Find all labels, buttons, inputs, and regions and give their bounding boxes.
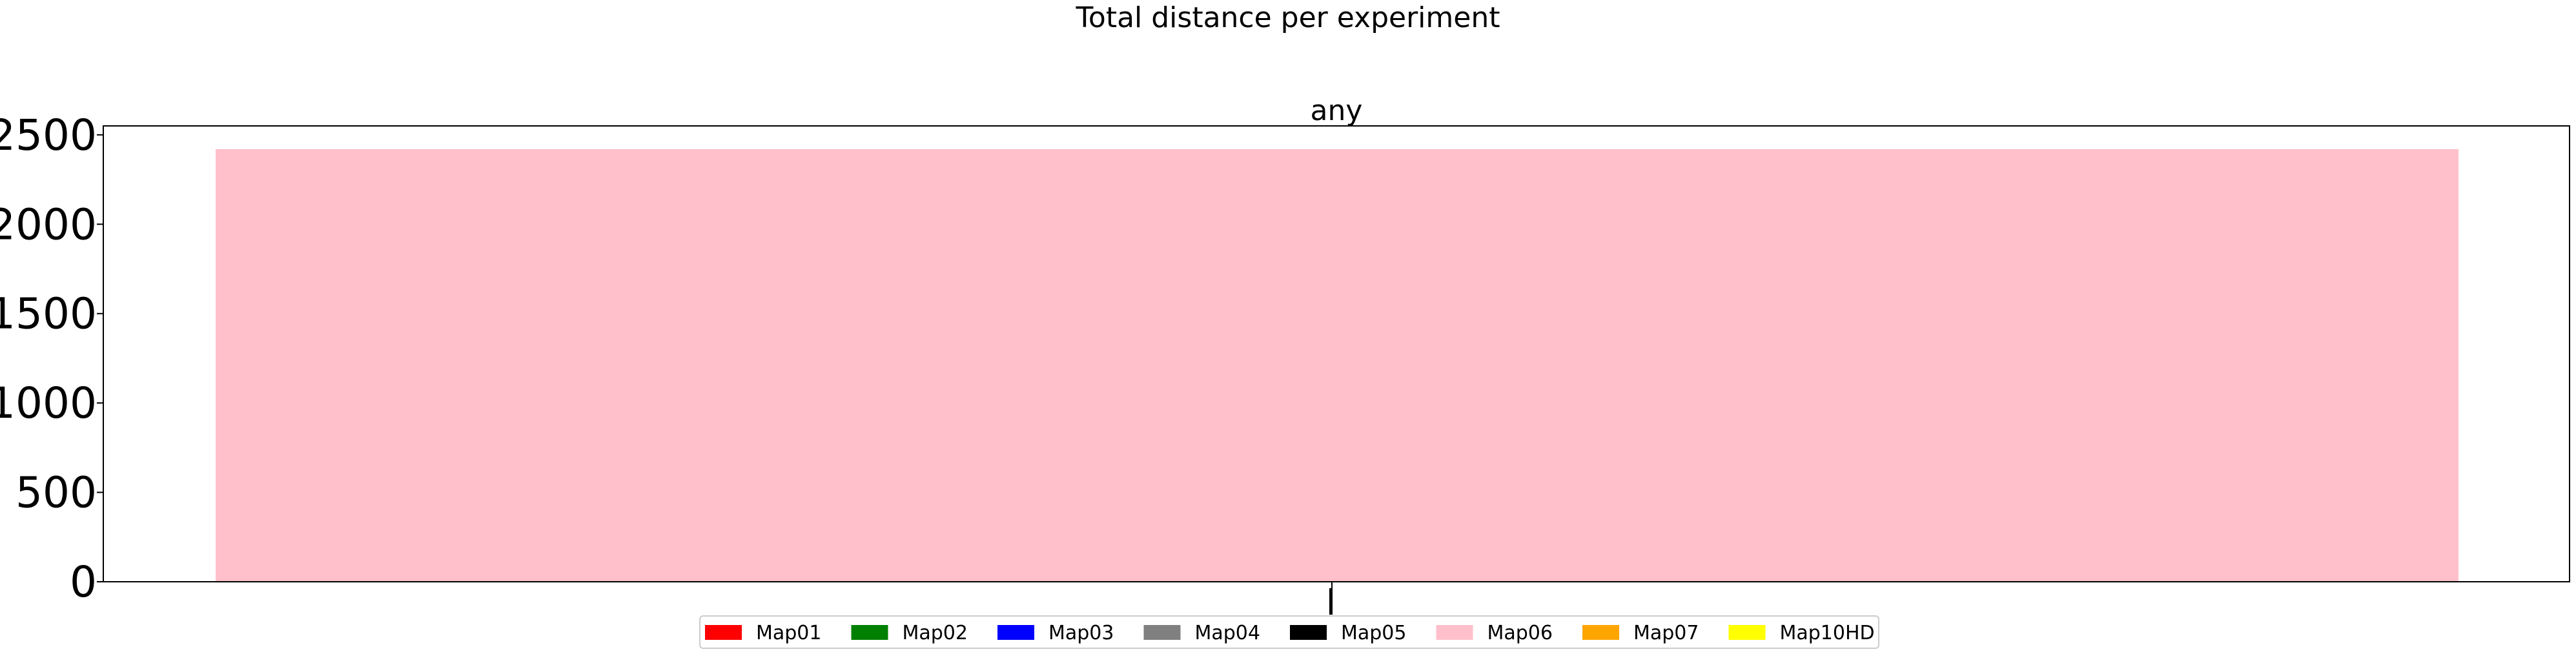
y-axis: 0 500 1000 1500 2000 2500 (0, 110, 103, 607)
plot-area-frame (103, 125, 2570, 582)
legend-swatch-map05 (1290, 625, 1327, 640)
y-tick-label: 2000 (0, 200, 97, 249)
subplot-title: any (1311, 94, 1363, 127)
y-tick-label: 1500 (0, 289, 97, 339)
x-tick-label-glyph (1329, 588, 1333, 615)
legend-label-map03: Map03 (1048, 622, 1114, 644)
legend-label-map06: Map06 (1487, 622, 1553, 644)
legend-swatch-map04 (1143, 625, 1181, 640)
legend: Map01 Map02 Map03 Map04 Map05 Map06 Map07 Map10… (699, 615, 1879, 649)
legend-swatch-map03 (997, 625, 1034, 640)
bar-map06 (216, 149, 2458, 582)
legend-label-map10hd: Map10HD (1780, 622, 1875, 644)
legend-swatch-map02 (851, 625, 888, 640)
legend-swatch-map10hd (1728, 625, 1766, 640)
legend-label-map05: Map05 (1341, 622, 1406, 644)
bars-layer (216, 149, 2458, 582)
legend-label-map02: Map02 (903, 622, 968, 644)
y-tick-label: 500 (15, 468, 97, 518)
legend-swatch-map07 (1582, 625, 1619, 640)
y-tick-label: 0 (70, 557, 97, 607)
x-axis (1329, 582, 1333, 615)
legend-swatch-map01 (705, 625, 742, 640)
y-tick-label: 2500 (0, 110, 97, 160)
legend-frame (699, 615, 1879, 649)
legend-label-map01: Map01 (756, 622, 821, 644)
legend-label-map07: Map07 (1633, 622, 1699, 644)
legend-swatch-map06 (1436, 625, 1473, 640)
legend-label-map04: Map04 (1195, 622, 1260, 644)
figure-title: Total distance per experiment (1076, 1, 1500, 34)
y-tick-label: 1000 (0, 378, 97, 428)
